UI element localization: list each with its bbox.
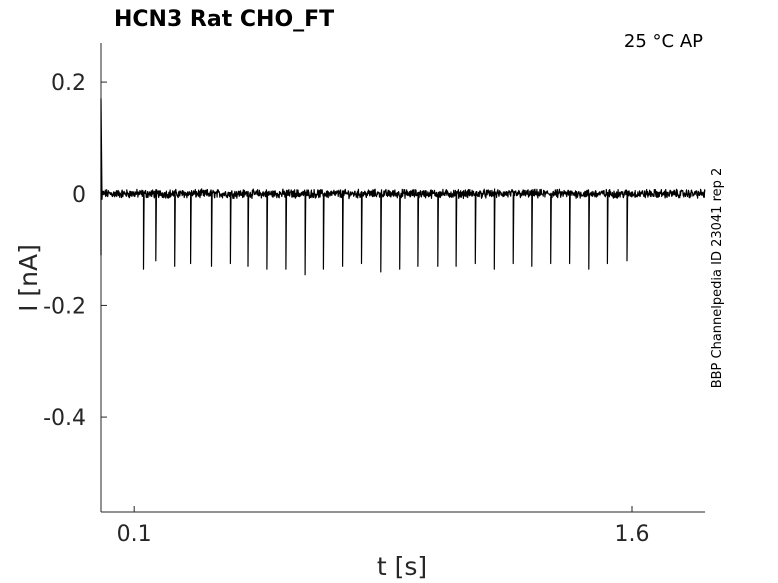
chart-title: HCN3 Rat CHO_FT — [114, 7, 334, 32]
current-trace — [100, 98, 706, 276]
y-axis-label: I [nA] — [14, 244, 43, 312]
x-tick-label: 0.1 — [117, 522, 152, 547]
current-trace-line — [100, 98, 706, 276]
condition-annotation: 25 °C AP — [624, 31, 703, 52]
x-tick-label: 1.6 — [614, 522, 649, 547]
y-tick-label: -0.2 — [43, 294, 86, 319]
y-tick-label: -0.4 — [43, 406, 86, 431]
channelpedia-id-label: BBP Channelpedia ID 23041 rep 2 — [710, 168, 725, 389]
x-ticks: 0.1 1.6 — [117, 506, 649, 547]
y-ticks: 0.2 0 -0.2 -0.4 — [43, 71, 107, 431]
y-tick-label: 0 — [72, 183, 86, 208]
x-axis-label: t [s] — [377, 552, 427, 581]
y-tick-label: 0.2 — [51, 71, 86, 96]
